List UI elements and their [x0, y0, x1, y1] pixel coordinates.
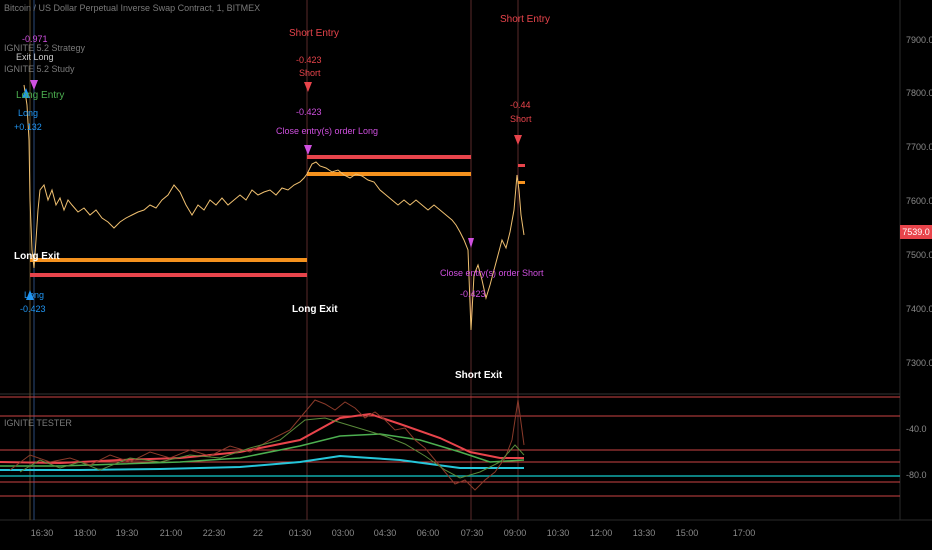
close-short-arrow: [468, 238, 474, 248]
long-exit-label-1: Long Exit: [14, 251, 60, 262]
indicator-legend[interactable]: IGNITE TESTER: [4, 418, 72, 428]
indicator-tick: -80.0: [906, 470, 927, 480]
time-tick: 22: [252, 528, 264, 538]
close-short-label: Close entry(s) order Short: [440, 268, 544, 278]
ind-green-noise: [19, 417, 525, 479]
time-tick: 01:30: [288, 528, 312, 538]
short-target-red: [307, 155, 471, 159]
short-label-2: Short: [510, 114, 532, 124]
current-price-badge: 7539.0: [900, 225, 932, 239]
time-tick: 09:00: [503, 528, 527, 538]
long-target-orange: [30, 258, 307, 262]
time-tick: 21:00: [159, 528, 183, 538]
indicator-tick: -40.0: [906, 424, 927, 434]
value-label: +0.132: [14, 122, 42, 132]
short-entry-label-2: Short Entry: [500, 14, 551, 25]
time-tick: 07:30: [460, 528, 484, 538]
short-target-orange: [307, 172, 471, 176]
value-label: -0.423: [296, 55, 322, 65]
price-tick: 7700.0: [906, 142, 932, 152]
symbol-title[interactable]: Bitcoin / US Dollar Perpetual Inverse Sw…: [4, 3, 261, 13]
time-tick: 19:30: [115, 528, 139, 538]
price-tick: 7500.0: [906, 250, 932, 260]
long-entry-label: Long Entry: [16, 90, 65, 101]
short-entry-label-1: Short Entry: [289, 28, 340, 39]
value-label: -0.423: [460, 289, 486, 299]
close-long-arrow: [304, 145, 312, 155]
price-tick: 7400.0: [906, 304, 932, 314]
time-tick: 03:00: [331, 528, 355, 538]
long-label-2: Long: [24, 290, 45, 300]
long-entry-arrow: [22, 88, 30, 98]
long-entry-arrow-2: [26, 290, 34, 300]
time-tick: 17:00: [732, 528, 756, 538]
time-tick: 12:00: [589, 528, 613, 538]
time-tick: 04:30: [373, 528, 397, 538]
study-legend[interactable]: IGNITE 5.2 Study: [4, 64, 75, 74]
strategy-legend[interactable]: IGNITE 5.2 Strategy: [4, 43, 86, 53]
price-tick: 7900.0: [906, 35, 932, 45]
time-tick: 16:30: [30, 528, 54, 538]
long-label: Long: [18, 108, 39, 118]
price-tick: 7800.0: [906, 88, 932, 98]
value-label: -0.423: [20, 304, 46, 314]
time-tick: 10:30: [546, 528, 570, 538]
short2-orange-tick: [518, 181, 525, 184]
short-exit-label: Short Exit: [455, 370, 503, 381]
price-line: [23, 84, 525, 331]
time-tick: 18:00: [73, 528, 97, 538]
short-entry-arrow-2: [514, 135, 522, 145]
short2-red-tick: [518, 164, 525, 167]
short-label-1: Short: [299, 68, 321, 78]
ind-red-curve: [0, 412, 524, 465]
long-target-red: [30, 273, 307, 277]
close-long-label: Close entry(s) order Long: [276, 126, 379, 136]
time-tick: 15:00: [675, 528, 699, 538]
ind-green-curve: [0, 433, 525, 467]
value-label: -0.423: [296, 107, 322, 117]
price-tick: 7600.0: [906, 196, 932, 206]
time-tick: 22:30: [202, 528, 226, 538]
long-exit-label-2: Long Exit: [292, 304, 338, 315]
short-entry-arrow-1: [304, 82, 312, 92]
time-tick: 06:00: [416, 528, 440, 538]
value-label: -0.971: [22, 34, 48, 44]
exit-long-arrow: [30, 80, 38, 90]
price-tick: 7300.0: [906, 358, 932, 368]
exit-long-label: Exit Long: [16, 52, 54, 62]
time-tick: 13:30: [632, 528, 656, 538]
value-label: -0.44: [510, 100, 531, 110]
